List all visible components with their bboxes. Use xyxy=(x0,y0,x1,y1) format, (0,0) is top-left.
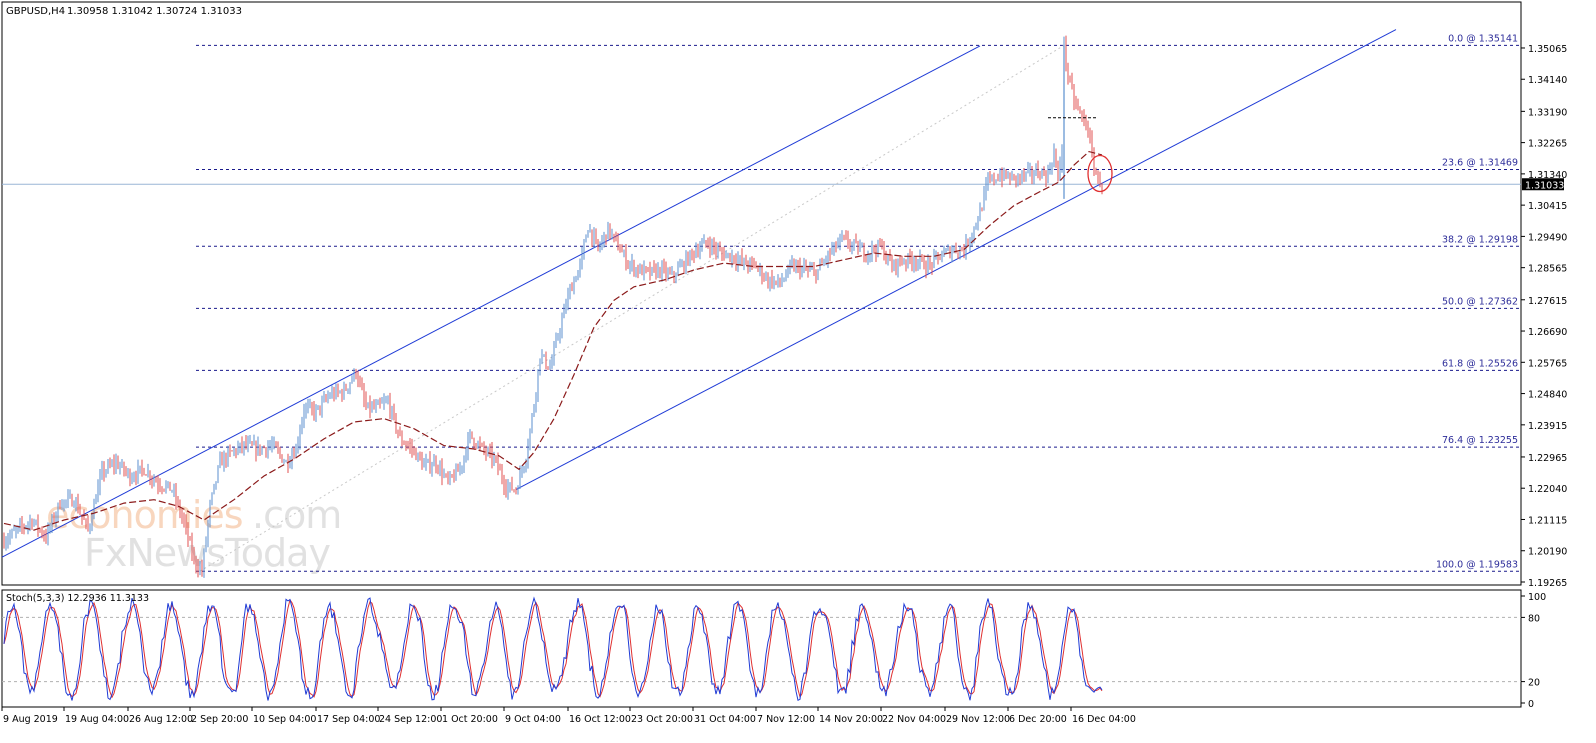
price-axis: 1.35065 1.34140 1.33190 1.32265 1.31340 1.304… xyxy=(1521,44,1567,589)
stoch-main-line xyxy=(3,596,1103,702)
time-tick-label: 14 Nov 20:00 xyxy=(819,714,883,725)
price-tick-label: 1.21115 xyxy=(1528,515,1567,526)
time-tick-label: 6 Dec 20:00 xyxy=(1009,714,1067,725)
time-tick-label: 9 Aug 2019 xyxy=(3,714,58,725)
price-panel[interactable] xyxy=(1,1,1522,586)
candles xyxy=(3,35,1103,578)
ohlc-label: 1.30958 1.31042 1.30724 1.31033 xyxy=(67,6,242,17)
price-tick-label: 1.23915 xyxy=(1528,421,1567,432)
price-tick-label: 1.25765 xyxy=(1528,358,1567,369)
price-tick-label: 1.33190 xyxy=(1528,107,1567,118)
price-tick-label: 1.20190 xyxy=(1528,547,1567,558)
watermark-fxnewstoday: FxNewsToday xyxy=(84,531,330,575)
fib-level-label: 50.0 @ 1.27362 xyxy=(1442,296,1518,307)
time-tick-label: 16 Dec 04:00 xyxy=(1072,714,1136,725)
price-tick-label: 1.19265 xyxy=(1528,578,1567,589)
time-tick-label: 19 Aug 04:00 xyxy=(65,714,129,725)
symbol-label: GBPUSD,H4 xyxy=(6,6,65,17)
time-tick-label: 7 Nov 12:00 xyxy=(757,714,815,725)
price-tick-label: 1.24840 xyxy=(1528,390,1567,401)
fib-level-label: 23.6 @ 1.31469 xyxy=(1442,158,1518,169)
current-price-label: 1.31033 xyxy=(1525,180,1564,191)
stoch-panel[interactable] xyxy=(1,589,1522,708)
stoch-tick-label: 0 xyxy=(1528,699,1534,710)
time-tick-label: 22 Nov 04:00 xyxy=(882,714,946,725)
time-tick-label: 31 Oct 04:00 xyxy=(694,714,756,725)
fib-level-label: 0.0 @ 1.35141 xyxy=(1448,33,1518,44)
time-tick-label: 24 Sep 12:00 xyxy=(379,714,442,725)
price-tick-label: 1.35065 xyxy=(1528,44,1567,55)
stoch-tick-label: 100 xyxy=(1528,592,1546,603)
time-tick-label: 23 Oct 20:00 xyxy=(631,714,693,725)
current-price-marker: 1.31033 xyxy=(1522,178,1564,191)
fib-level-label: 76.4 @ 1.23255 xyxy=(1442,435,1518,446)
price-tick-label: 1.34140 xyxy=(1528,75,1567,86)
moving-average-line xyxy=(3,150,1103,531)
fib-level-label: 61.8 @ 1.25526 xyxy=(1442,358,1518,369)
time-tick-label: 17 Sep 04:00 xyxy=(317,714,380,725)
stoch-tick-label: 20 xyxy=(1528,678,1540,689)
highlight-circle xyxy=(1087,154,1113,193)
price-tick-label: 1.30415 xyxy=(1528,201,1567,212)
moving-average xyxy=(3,150,1103,531)
price-tick-label: 1.31340 xyxy=(1528,170,1567,181)
current-price-box xyxy=(1522,178,1564,191)
stoch-signal-line xyxy=(3,598,1103,699)
fib-diagonal xyxy=(199,44,1065,572)
price-tick-label: 1.27615 xyxy=(1528,296,1567,307)
time-tick-label: 26 Aug 12:00 xyxy=(129,714,193,725)
guide-lines xyxy=(2,44,1521,572)
price-tick-label: 1.28565 xyxy=(1528,264,1567,275)
time-tick-label: 29 Nov 12:00 xyxy=(946,714,1010,725)
fib-level-label: 100.0 @ 1.19583 xyxy=(1436,559,1518,570)
fibonacci-levels: 0.0 @ 1.35141 23.6 @ 1.31469 38.2 @ 1.2919… xyxy=(196,33,1521,572)
stochastic: 100 80 20 0 xyxy=(2,592,1546,710)
time-axis: 9 Aug 2019 19 Aug 04:00 26 Aug 12:002 Sep … xyxy=(1,707,1136,725)
fib-level-label: 38.2 @ 1.29198 xyxy=(1442,234,1518,245)
time-tick-label: 10 Sep 04:00 xyxy=(253,714,316,725)
stoch-label: Stoch(5,3,3) 12.2936 11.3133 xyxy=(6,593,149,604)
channel-upper-line[interactable] xyxy=(1,45,981,558)
time-tick-label: 2 Sep 20:00 xyxy=(191,714,248,725)
time-tick-label: 16 Oct 12:00 xyxy=(569,714,631,725)
price-tick-label: 1.22040 xyxy=(1528,484,1567,495)
price-tick-label: 1.32265 xyxy=(1528,139,1567,150)
price-tick-label: 1.22965 xyxy=(1528,453,1567,464)
channel-lower-line[interactable] xyxy=(515,29,1397,491)
time-tick-label: 9 Oct 04:00 xyxy=(505,714,561,725)
time-tick-label: 1 Oct 20:00 xyxy=(442,714,498,725)
price-tick-label: 1.29490 xyxy=(1528,232,1567,243)
price-tick-label: 1.26690 xyxy=(1528,327,1567,338)
watermark-dotcom: .com xyxy=(252,493,341,537)
channel-lines xyxy=(1,29,1397,558)
stoch-tick-label: 80 xyxy=(1528,613,1540,624)
